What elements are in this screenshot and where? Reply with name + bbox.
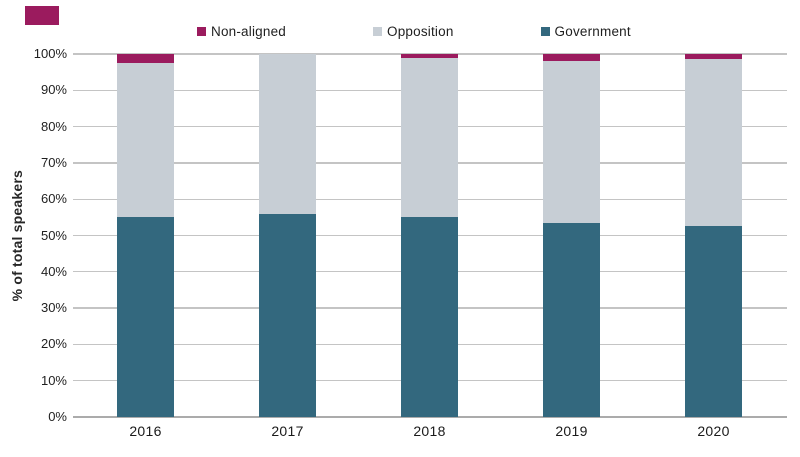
- x-tick-label: 2016: [129, 423, 162, 439]
- bar-segment-government-2019: [543, 222, 600, 417]
- bar-2016: [117, 54, 174, 417]
- legend-label: Government: [554, 23, 631, 39]
- legend-item-government: Government: [540, 23, 631, 39]
- legend-swatch-icon: [540, 26, 550, 36]
- bar-segment-opposition-2019: [543, 61, 600, 223]
- y-tick-label: 50%: [40, 227, 67, 243]
- bar-segment-non-aligned-2020: [685, 54, 742, 60]
- y-tick-label: 60%: [40, 191, 67, 207]
- y-axis-tick-labels: 0% 10% 20% 30% 40% 50% 60% 70% 80% 90% 100%: [0, 0, 67, 457]
- legend-item-opposition: Opposition: [373, 24, 454, 39]
- y-tick-label: 0%: [48, 409, 67, 424]
- y-tick-label: 70%: [40, 154, 67, 170]
- y-tick-label: 100%: [33, 46, 67, 61]
- plot-area: [73, 53, 787, 418]
- chart-legend: Non-aligned Opposition Government: [197, 22, 631, 40]
- y-tick-label: 40%: [40, 263, 67, 279]
- bar-segment-opposition-2017: [259, 54, 316, 214]
- gridline: [73, 53, 787, 55]
- x-tick-label: 2017: [271, 423, 304, 439]
- x-tick-label: 2018: [413, 423, 446, 439]
- bar-segment-opposition-2016: [117, 63, 174, 218]
- bar-segment-government-2017: [259, 213, 316, 417]
- bar-segment-government-2018: [401, 217, 458, 417]
- bar-2020: [685, 54, 742, 417]
- x-tick-label: 2019: [555, 423, 588, 439]
- y-tick-label: 20%: [40, 336, 67, 352]
- y-tick-label: 10%: [40, 372, 67, 388]
- brand-mark: [25, 6, 59, 25]
- bar-segment-non-aligned-2016: [117, 54, 174, 64]
- bar-segment-government-2016: [117, 217, 174, 417]
- legend-label: Opposition: [387, 23, 454, 39]
- y-tick-label: 90%: [40, 82, 67, 98]
- x-tick-label: 2020: [697, 423, 730, 439]
- legend-swatch-icon: [197, 26, 206, 36]
- legend-item-non-aligned: Non-aligned: [197, 24, 286, 39]
- y-tick-label: 80%: [40, 118, 67, 134]
- bar-2018: [401, 54, 458, 417]
- bar-segment-non-aligned-2019: [543, 54, 600, 62]
- bar-segment-opposition-2018: [401, 57, 458, 218]
- bar-2019: [543, 54, 600, 417]
- bar-segment-government-2020: [685, 226, 742, 417]
- bar-segment-opposition-2020: [685, 59, 742, 227]
- bar-segment-non-aligned-2018: [401, 54, 458, 58]
- y-tick-label: 30%: [40, 300, 67, 316]
- legend-label: Non-aligned: [211, 23, 286, 39]
- legend-swatch-icon: [373, 26, 382, 36]
- x-axis-baseline: [73, 416, 787, 418]
- bar-2017: [259, 54, 316, 417]
